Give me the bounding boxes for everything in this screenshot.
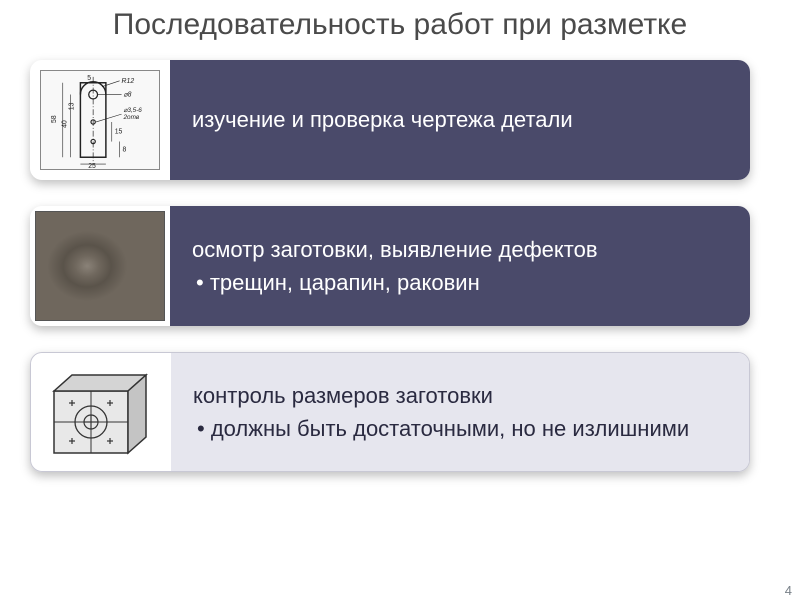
svg-text:R12: R12 xyxy=(122,78,135,85)
svg-text:2отв: 2отв xyxy=(123,114,140,121)
card-size-control: контроль размеров заготовки должны быть … xyxy=(30,352,750,472)
technical-drawing-icon: 58 40 25 5 R12 ⌀8 ⌀3,5-6 2отв 15 8 13 xyxy=(40,70,160,170)
svg-text:8: 8 xyxy=(123,146,127,153)
card-heading: изучение и проверка чертежа детали xyxy=(192,106,728,134)
slide: Последовательность работ при разметке 58… xyxy=(0,0,800,600)
card-bullet: должны быть достаточными, но не излишним… xyxy=(193,415,727,443)
svg-text:40: 40 xyxy=(62,120,69,128)
page-number: 4 xyxy=(785,583,792,598)
page-title: Последовательность работ при разметке xyxy=(30,8,770,42)
card-heading: осмотр заготовки, выявление дефектов xyxy=(192,236,728,264)
svg-text:25: 25 xyxy=(88,163,96,169)
card-study-drawing: 58 40 25 5 R12 ⌀8 ⌀3,5-6 2отв 15 8 13 xyxy=(30,60,750,180)
svg-text:58: 58 xyxy=(51,115,58,123)
svg-text:13: 13 xyxy=(69,102,76,110)
block-layout-icon xyxy=(42,363,160,461)
card-bullet: трещин, царапин, раковин xyxy=(192,269,728,297)
svg-text:15: 15 xyxy=(115,129,123,136)
svg-text:⌀8: ⌀8 xyxy=(124,91,132,98)
card-body: контроль размеров заготовки должны быть … xyxy=(171,353,749,471)
card-body: осмотр заготовки, выявление дефектов тре… xyxy=(170,206,750,326)
card-image-block xyxy=(31,353,171,471)
card-inspect-defects: осмотр заготовки, выявление дефектов тре… xyxy=(30,206,750,326)
surface-defect-icon xyxy=(35,211,165,321)
card-image-surface xyxy=(30,206,170,326)
card-body: изучение и проверка чертежа детали xyxy=(170,60,750,180)
svg-text:5: 5 xyxy=(87,75,91,82)
card-heading: контроль размеров заготовки xyxy=(193,382,727,410)
card-image-drawing: 58 40 25 5 R12 ⌀8 ⌀3,5-6 2отв 15 8 13 xyxy=(30,60,170,180)
